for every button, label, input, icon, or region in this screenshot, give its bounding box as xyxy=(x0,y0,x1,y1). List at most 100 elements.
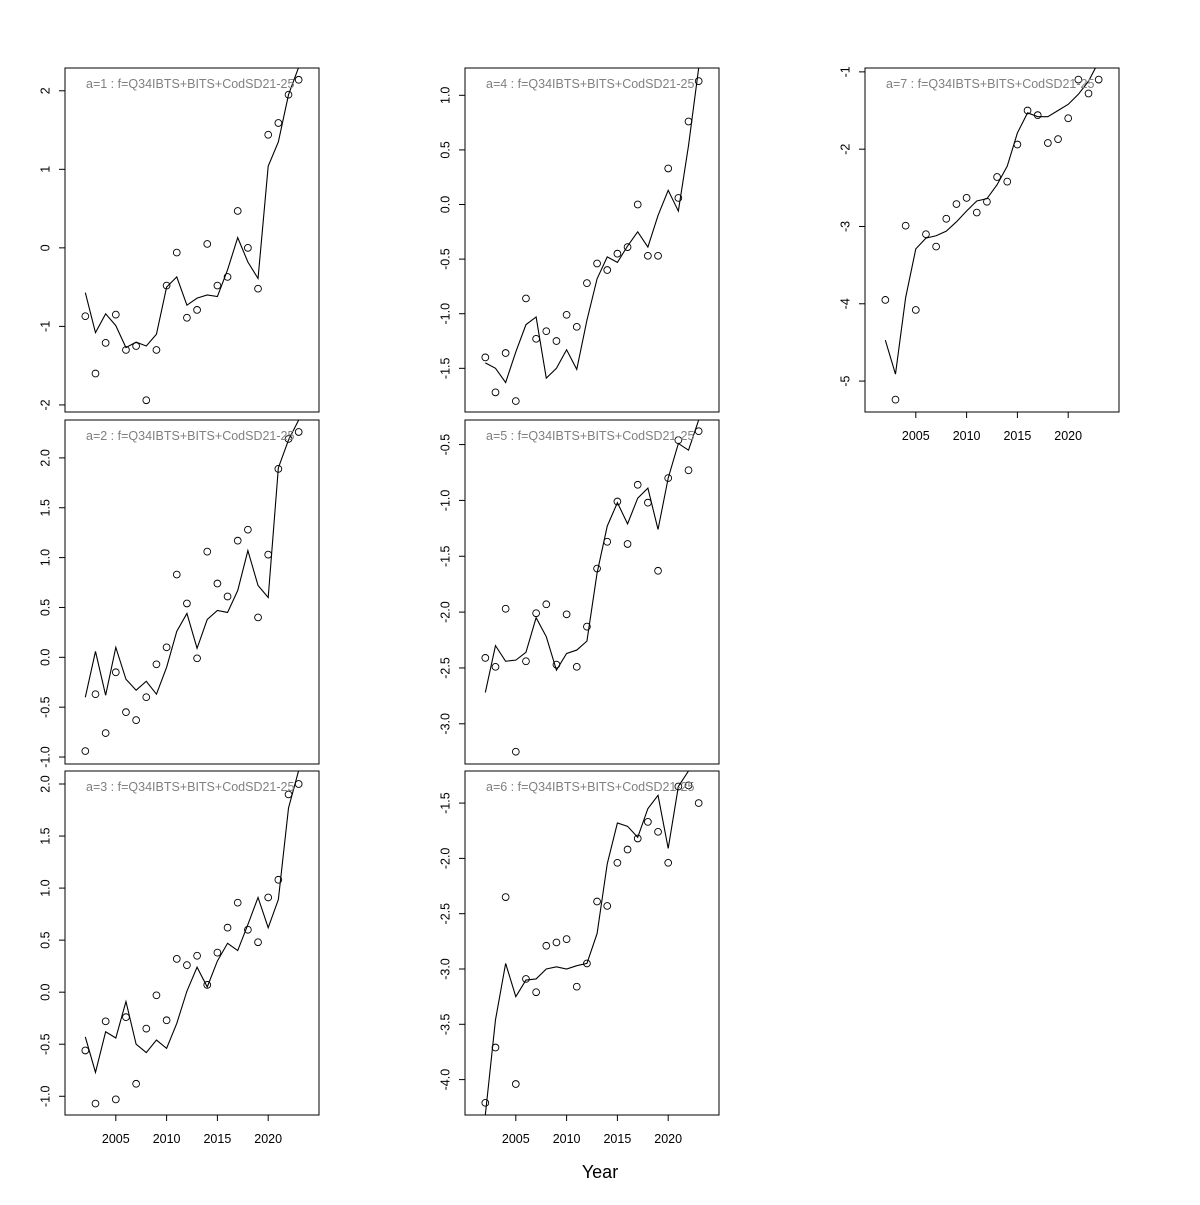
data-point xyxy=(664,474,673,482)
panel: -3.0 -2.5 -2.0 -1.5 -1.0 -0.5 a=5 : f=Q34IBTS+… xyxy=(438,419,720,765)
y-tick-label: 2 xyxy=(38,87,52,94)
y-tick-label: -3.0 xyxy=(438,958,452,980)
plot-area xyxy=(81,771,303,1108)
panel: -1.0 -0.5 0.0 0.5 1.0 1.5 2.0 2005 2010 2015 2020 a… xyxy=(38,770,320,1146)
x-axis-title: Year xyxy=(582,1162,618,1182)
y-tick-label: -2.5 xyxy=(438,657,452,679)
data-point xyxy=(522,294,530,303)
panel: -5 -4 -3 -2 -1 2005 2010 2015 2020 a=7 : f=Q34IBT… xyxy=(838,66,1120,443)
data-point xyxy=(1094,75,1103,84)
y-tick-label: 2.0 xyxy=(38,775,52,792)
data-point xyxy=(674,782,683,791)
data-point xyxy=(203,981,212,989)
data-point xyxy=(264,893,273,902)
data-point xyxy=(962,194,971,202)
panel: -2 -1 0 1 2 a=1 : f=Q34IBTS+BITS+CodSD21-25 xyxy=(38,67,320,413)
data-point xyxy=(593,897,601,906)
x-tick-label: 2010 xyxy=(553,1132,581,1146)
data-point xyxy=(142,396,151,405)
y-tick-label: -0.5 xyxy=(38,696,52,718)
data-point xyxy=(583,959,591,968)
data-point xyxy=(132,1079,140,1088)
data-point xyxy=(1084,89,1093,98)
data-point xyxy=(972,208,981,217)
data-point xyxy=(932,242,940,251)
data-point xyxy=(532,609,540,618)
panel: -4.0 -3.5 -3.0 -2.5 -2.0 -1.5 2005 2010 2015 2020… xyxy=(438,770,720,1146)
data-point xyxy=(881,296,890,304)
data-point xyxy=(233,898,242,907)
fitted-line xyxy=(84,420,300,698)
data-point xyxy=(633,480,642,489)
y-tick-label: -1.5 xyxy=(438,792,452,814)
x-tick-label: 2020 xyxy=(654,1132,682,1146)
data-point xyxy=(684,781,693,790)
data-point xyxy=(613,249,622,258)
data-point xyxy=(203,240,212,248)
data-point xyxy=(603,266,612,274)
y-tick-label: 1.0 xyxy=(38,549,52,566)
data-point xyxy=(254,613,262,622)
data-point xyxy=(542,941,551,950)
data-point xyxy=(501,604,510,613)
y-tick-label: 1.0 xyxy=(38,879,52,896)
data-point xyxy=(244,244,252,252)
data-point xyxy=(183,961,191,969)
y-tick-label: 2.0 xyxy=(38,449,52,466)
data-point xyxy=(162,643,171,652)
data-point xyxy=(664,858,673,867)
data-point xyxy=(101,729,110,737)
data-point xyxy=(274,119,283,127)
y-tick-label: -5 xyxy=(838,375,852,386)
data-point xyxy=(213,579,222,588)
data-point xyxy=(674,194,683,202)
panel-title: a=3 : f=Q34IBTS+BITS+CodSD21-25 xyxy=(86,780,295,794)
panel-frame xyxy=(464,770,720,1116)
data-point xyxy=(623,243,632,251)
data-point xyxy=(613,497,622,506)
data-point xyxy=(294,75,303,84)
data-point xyxy=(491,388,500,397)
data-point xyxy=(284,435,293,443)
plot-area xyxy=(481,420,703,756)
data-point xyxy=(511,1080,520,1088)
y-tick-label: 0.0 xyxy=(38,983,52,1000)
x-tick-label: 2015 xyxy=(603,1132,631,1146)
data-point xyxy=(1044,139,1052,147)
plot-area xyxy=(481,771,703,1115)
data-point xyxy=(952,200,961,208)
plot-area xyxy=(81,68,303,405)
y-tick-label: 1.5 xyxy=(38,827,52,844)
x-tick-label: 2005 xyxy=(102,1132,130,1146)
data-point xyxy=(111,310,120,319)
data-point xyxy=(942,214,951,223)
data-point xyxy=(572,982,581,991)
y-tick-label: -4.0 xyxy=(438,1069,452,1091)
fitted-line xyxy=(884,68,1097,375)
data-point xyxy=(644,818,652,826)
data-point xyxy=(481,353,490,362)
data-point xyxy=(1033,111,1042,120)
panel-frame xyxy=(64,770,320,1116)
data-point xyxy=(183,599,191,608)
y-tick-label: 0 xyxy=(38,244,52,251)
y-tick-label: 0.0 xyxy=(438,196,452,213)
data-point xyxy=(481,654,490,662)
data-point xyxy=(101,1017,110,1026)
data-point xyxy=(654,251,662,260)
data-point xyxy=(532,334,540,343)
data-point xyxy=(511,747,520,756)
data-point xyxy=(172,570,181,579)
data-point xyxy=(1003,177,1012,186)
data-point xyxy=(552,938,561,947)
data-point xyxy=(613,858,622,867)
y-tick-label: -3.5 xyxy=(438,1013,452,1035)
data-point xyxy=(593,259,601,268)
data-point xyxy=(213,281,222,290)
data-point xyxy=(481,1098,490,1107)
data-point xyxy=(572,322,581,331)
data-point xyxy=(264,130,273,139)
y-tick-label: -3.0 xyxy=(438,713,452,735)
x-tick-label: 2005 xyxy=(902,429,930,443)
data-point xyxy=(572,662,581,671)
